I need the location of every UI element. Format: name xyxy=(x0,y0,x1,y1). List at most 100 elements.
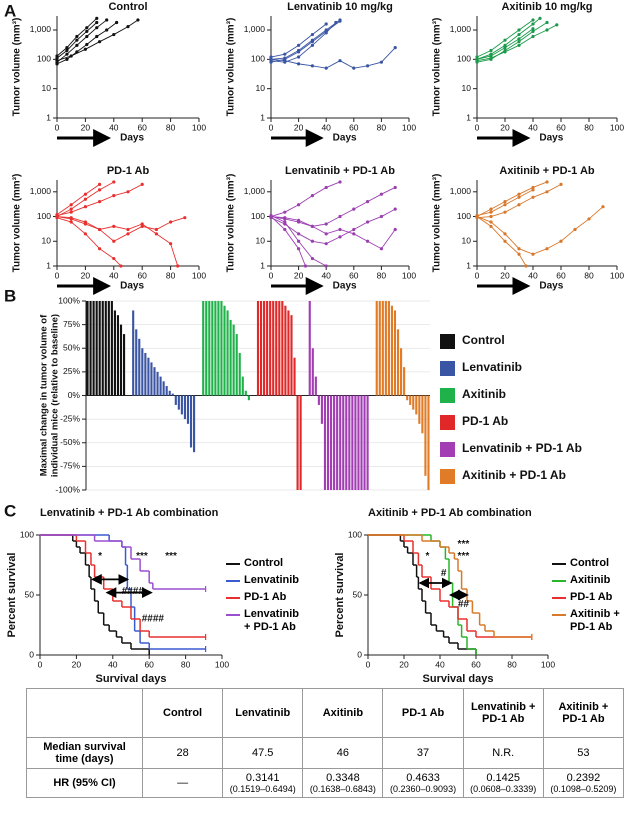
tumor-line xyxy=(56,216,179,267)
bar xyxy=(263,301,266,396)
x-tick-label: 80 xyxy=(166,122,176,132)
tumor-point xyxy=(601,205,605,209)
tumor-point xyxy=(489,210,493,214)
ci-value: (0.1638–0.6843) xyxy=(309,784,376,794)
bar xyxy=(223,305,226,396)
tumor-point xyxy=(503,232,507,236)
bar xyxy=(171,393,174,396)
panel-label: C xyxy=(4,501,16,520)
legend-entry: Lenvatinib + PD-1 Ab xyxy=(226,608,308,634)
tumor-point xyxy=(338,59,342,63)
x-tick-label: 20 xyxy=(399,659,409,669)
tumor-point xyxy=(69,216,73,220)
tumor-point xyxy=(269,57,273,61)
tumor-point xyxy=(112,239,116,243)
tumor-point xyxy=(310,194,314,198)
tumor-point xyxy=(283,227,287,232)
tumor-point xyxy=(338,227,342,232)
y-tick-label: 50 xyxy=(353,589,363,599)
bar xyxy=(311,348,314,396)
bar xyxy=(296,395,299,490)
legend: Control Axitinib PD-1 Ab Axitinib + PD-1 Ab xyxy=(552,557,634,638)
tumor-point xyxy=(98,182,102,186)
tumor-point xyxy=(105,28,109,32)
significance-mark: *** xyxy=(165,551,177,562)
tumor-point xyxy=(310,224,314,228)
tumor-point xyxy=(283,57,287,61)
tumor-line xyxy=(56,217,122,267)
tumor-point xyxy=(75,50,79,54)
tumor-point xyxy=(559,239,563,243)
tumor-point xyxy=(379,247,383,251)
legend-swatch xyxy=(440,469,455,484)
tumor-point xyxy=(83,205,87,209)
y-tick-label: 100 xyxy=(251,54,265,64)
bar xyxy=(381,301,384,396)
tumor-point xyxy=(324,185,328,190)
bar xyxy=(326,395,330,490)
table-cell: 0.4633 (0.2360–0.9093) xyxy=(382,768,464,798)
legend-label: PD-1 Ab xyxy=(462,414,508,428)
legend-entry: Control xyxy=(226,557,308,570)
x-tick-label: 80 xyxy=(377,270,387,280)
bar xyxy=(317,395,320,405)
tumor-line xyxy=(270,216,396,250)
y-axis-label: Tumor volume (mm³) xyxy=(12,18,23,117)
x-tick-label: 40 xyxy=(435,659,445,669)
significance-mark: *** xyxy=(458,551,470,562)
tumor-point xyxy=(489,48,493,53)
bar xyxy=(89,301,92,396)
bar xyxy=(116,315,120,396)
tumor-point xyxy=(95,34,99,39)
bar xyxy=(107,301,110,396)
legend-label: Axitinib xyxy=(462,387,506,401)
significance-mark: ## xyxy=(458,599,470,610)
tumor-point xyxy=(324,264,328,268)
y-tick-label: 100 xyxy=(37,54,51,64)
legend-label: Lenvatinib xyxy=(462,360,522,374)
x-tick-label: 100 xyxy=(215,659,229,669)
significance-mark: *** xyxy=(458,539,470,550)
row-header: Median survival time (days) xyxy=(26,737,143,769)
bar xyxy=(86,301,89,396)
bar xyxy=(412,395,415,410)
tumor-point xyxy=(98,200,102,204)
y-tick-label: -75% xyxy=(60,461,80,471)
bar xyxy=(217,301,220,396)
tumor-point xyxy=(183,216,187,220)
x-tick-label: 100 xyxy=(192,270,206,280)
x-tick-label: 60 xyxy=(137,270,147,280)
tumor-point xyxy=(119,264,123,268)
tumor-point xyxy=(140,222,144,226)
tumor-point xyxy=(112,224,116,228)
y-tick-label: 100 xyxy=(457,54,471,64)
bar xyxy=(138,338,141,396)
bar xyxy=(113,310,116,396)
tumor-point xyxy=(503,203,507,207)
tumor-point xyxy=(517,252,521,256)
bar xyxy=(168,390,171,396)
x-tick-label: 40 xyxy=(321,270,331,280)
legend-entry: Control xyxy=(552,557,634,570)
x-tick-label: 40 xyxy=(109,122,119,132)
hr-value: 0.4633 xyxy=(406,772,440,784)
significance-mark: *** xyxy=(136,551,148,562)
bar xyxy=(101,301,104,396)
tumor-point xyxy=(475,55,479,59)
legend-swatch xyxy=(440,334,455,349)
column-header: Lenvatinib xyxy=(222,688,304,738)
bar xyxy=(177,395,180,410)
bar xyxy=(226,310,229,396)
tumor-point xyxy=(503,200,507,204)
tumor-point xyxy=(310,40,314,44)
hr-value: 0.3141 xyxy=(245,772,280,784)
tumor-point xyxy=(324,222,328,226)
table-cell: 0.1425 (0.0608–0.3339) xyxy=(462,768,544,798)
bar xyxy=(403,367,406,396)
x-tick-label: 20 xyxy=(81,122,91,132)
tumor-point xyxy=(98,227,102,232)
legend-label: Control xyxy=(462,333,505,347)
tumor-point xyxy=(69,220,73,224)
column-header: Lenvatinib + PD-1 Ab xyxy=(462,688,544,738)
